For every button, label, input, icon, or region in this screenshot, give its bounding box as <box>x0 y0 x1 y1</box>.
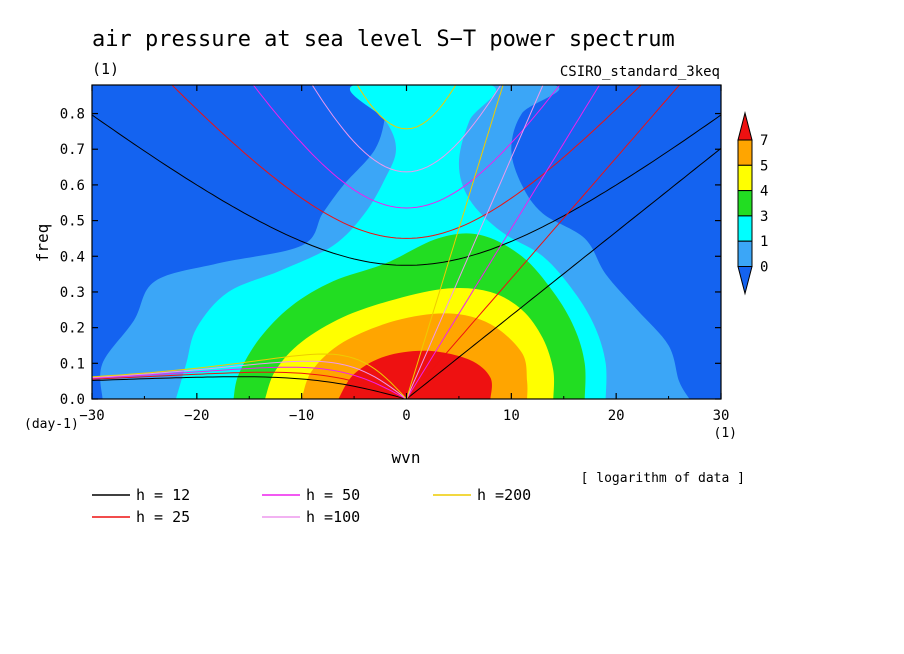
legend-label: h = 50 <box>306 486 360 504</box>
curve-gravity-h100 <box>311 85 502 173</box>
dispersion-curve-legend: h = 12 h = 25 h = 50 h =100 h =200 <box>92 486 531 526</box>
colorbar-box <box>737 164 753 192</box>
contour-level-7 <box>338 350 492 399</box>
y-tick-label: 0.4 <box>60 249 85 265</box>
chart-title: air pressure at sea level S−T power spec… <box>92 27 675 52</box>
legend-label: h =100 <box>306 508 360 526</box>
curve-kelvin-h50 <box>406 85 601 399</box>
x-tick-label: −10 <box>289 408 314 424</box>
y-axis: 0.0 0.1 0.2 0.3 0.4 0.5 0.6 0.7 0.8 <box>60 107 721 408</box>
curve-kelvin-h12 <box>406 147 721 399</box>
legend-label: h = 12 <box>136 486 190 504</box>
y-axis-units: (day-1) <box>24 417 79 432</box>
curve-kelvin-h200 <box>406 85 504 399</box>
x-tick-label: −20 <box>184 408 209 424</box>
colorbar-top-arrow <box>737 111 753 141</box>
legend-label: h = 25 <box>136 508 190 526</box>
x-axis-units: (1) <box>714 426 737 441</box>
colorbar-label: 4 <box>760 184 768 200</box>
colorbar-box <box>737 215 753 242</box>
colorbar-label: 3 <box>760 209 768 225</box>
y-tick-label: 0.3 <box>60 285 85 301</box>
x-tick-label: 20 <box>608 408 625 424</box>
curve-gravity-h12 <box>92 114 721 266</box>
colorbar-bottom-arrow <box>737 266 753 296</box>
colorbar-label: 1 <box>760 234 768 250</box>
contour-fills <box>100 85 690 399</box>
curve-kelvin-h100 <box>406 85 544 399</box>
curve-gravity-h200 <box>356 85 457 130</box>
data-note: [ logarithm of data ] <box>581 471 745 486</box>
y-tick-label: 0.5 <box>60 214 85 230</box>
colorbar-label: 5 <box>760 158 768 174</box>
colorbar-label: 0 <box>760 260 768 276</box>
x-tick-label: 10 <box>503 408 520 424</box>
y-tick-label: 0.2 <box>60 321 85 337</box>
dispersion-curves <box>92 85 721 399</box>
curve-rossby-h12 <box>92 376 407 399</box>
legend-label: h =200 <box>477 486 531 504</box>
curve-kelvin-h25 <box>406 85 681 399</box>
curve-rossby-h50 <box>92 366 407 399</box>
colorbar-box <box>737 240 753 267</box>
y-tick-label: 0.1 <box>60 356 85 372</box>
x-axis-label: wvn <box>392 448 421 467</box>
curve-rossby-h25 <box>92 371 407 399</box>
x-tick-label: −30 <box>79 408 104 424</box>
curve-rossby-h200 <box>92 353 407 399</box>
x-tick-label: 30 <box>713 408 730 424</box>
y-tick-label: 0.7 <box>60 142 85 158</box>
x-tick-label: 0 <box>402 408 410 424</box>
y-tick-label: 0.0 <box>60 392 85 408</box>
plot-area <box>92 85 721 399</box>
curve-gravity-h25 <box>171 85 642 239</box>
colorbar-box <box>737 139 753 166</box>
colorbar-legend: 0 1 3 4 5 7 <box>737 111 768 296</box>
chart-units: (1) <box>92 60 119 78</box>
y-tick-label: 0.8 <box>60 107 85 123</box>
colorbar-label: 7 <box>760 133 768 149</box>
curve-gravity-h50 <box>252 85 561 209</box>
y-tick-label: 0.6 <box>60 178 85 194</box>
y-axis-label: freq <box>33 224 52 263</box>
x-axis: −30 −20 −10 0 10 20 30 <box>79 85 729 424</box>
curve-rossby-h100 <box>92 360 407 399</box>
colorbar-box <box>737 190 753 217</box>
model-name: CSIRO_standard_3keq <box>560 64 720 80</box>
